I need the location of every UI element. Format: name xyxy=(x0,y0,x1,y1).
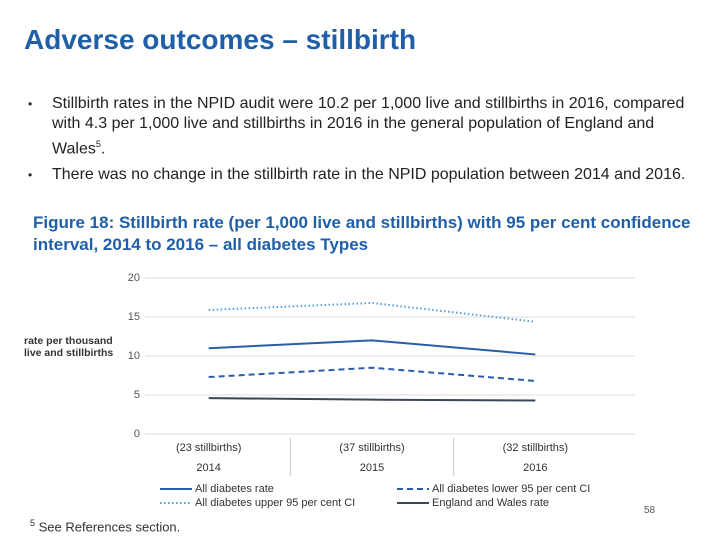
x-tick-label: 2014 xyxy=(196,462,220,474)
y-tick-label: 10 xyxy=(128,350,140,362)
x-tick-label: 2016 xyxy=(523,462,547,474)
legend-label: All diabetes rate xyxy=(195,483,274,495)
line xyxy=(208,339,536,356)
page-number: 58 xyxy=(644,505,656,516)
y-axis-label: live and stillbirths xyxy=(24,347,113,359)
y-axis-label: rate per thousand xyxy=(24,335,113,347)
x-tick-note: (37 stillbirths) xyxy=(339,442,404,454)
x-tick-note: (23 stillbirths) xyxy=(176,442,241,454)
x-tick-note: (32 stillbirths) xyxy=(503,442,568,454)
legend-label: All diabetes lower 95 per cent CI xyxy=(432,483,590,495)
bullet: • There was no change in the stillbirth … xyxy=(28,165,698,185)
y-tick-label: 20 xyxy=(128,272,140,284)
bullet-symbol: • xyxy=(28,97,33,111)
legend-label: All diabetes upper 95 per cent CI xyxy=(195,497,355,509)
line xyxy=(208,397,536,402)
x-tick-label: 2015 xyxy=(360,462,384,474)
text: Stillbirth rates in the NPID audit were … xyxy=(52,95,685,158)
bullet: • Stillbirth rates in the NPID audit wer… xyxy=(28,94,698,159)
text: . xyxy=(100,140,106,158)
bullet-text: There was no change in the stillbirth ra… xyxy=(52,166,686,183)
slide-title: Adverse outcomes – stillbirth xyxy=(24,24,417,55)
footnote: 5 See References section. xyxy=(30,518,180,534)
legend-label: England and Wales rate xyxy=(432,497,549,509)
footnote-text: See References section. xyxy=(38,519,181,535)
y-tick-label: 0 xyxy=(134,428,140,440)
line xyxy=(208,301,536,323)
y-tick-label: 15 xyxy=(128,311,140,323)
footnote-ref: 5 xyxy=(30,518,36,528)
line xyxy=(208,366,536,382)
figure-caption: Figure 18: Stillbirth rate (per 1,000 li… xyxy=(33,213,691,254)
y-tick-label: 5 xyxy=(134,389,140,401)
footnote-ref: 5 xyxy=(95,139,101,149)
bullet-symbol: • xyxy=(28,168,33,182)
bullet-text: Stillbirth rates in the NPID audit were … xyxy=(52,94,698,159)
